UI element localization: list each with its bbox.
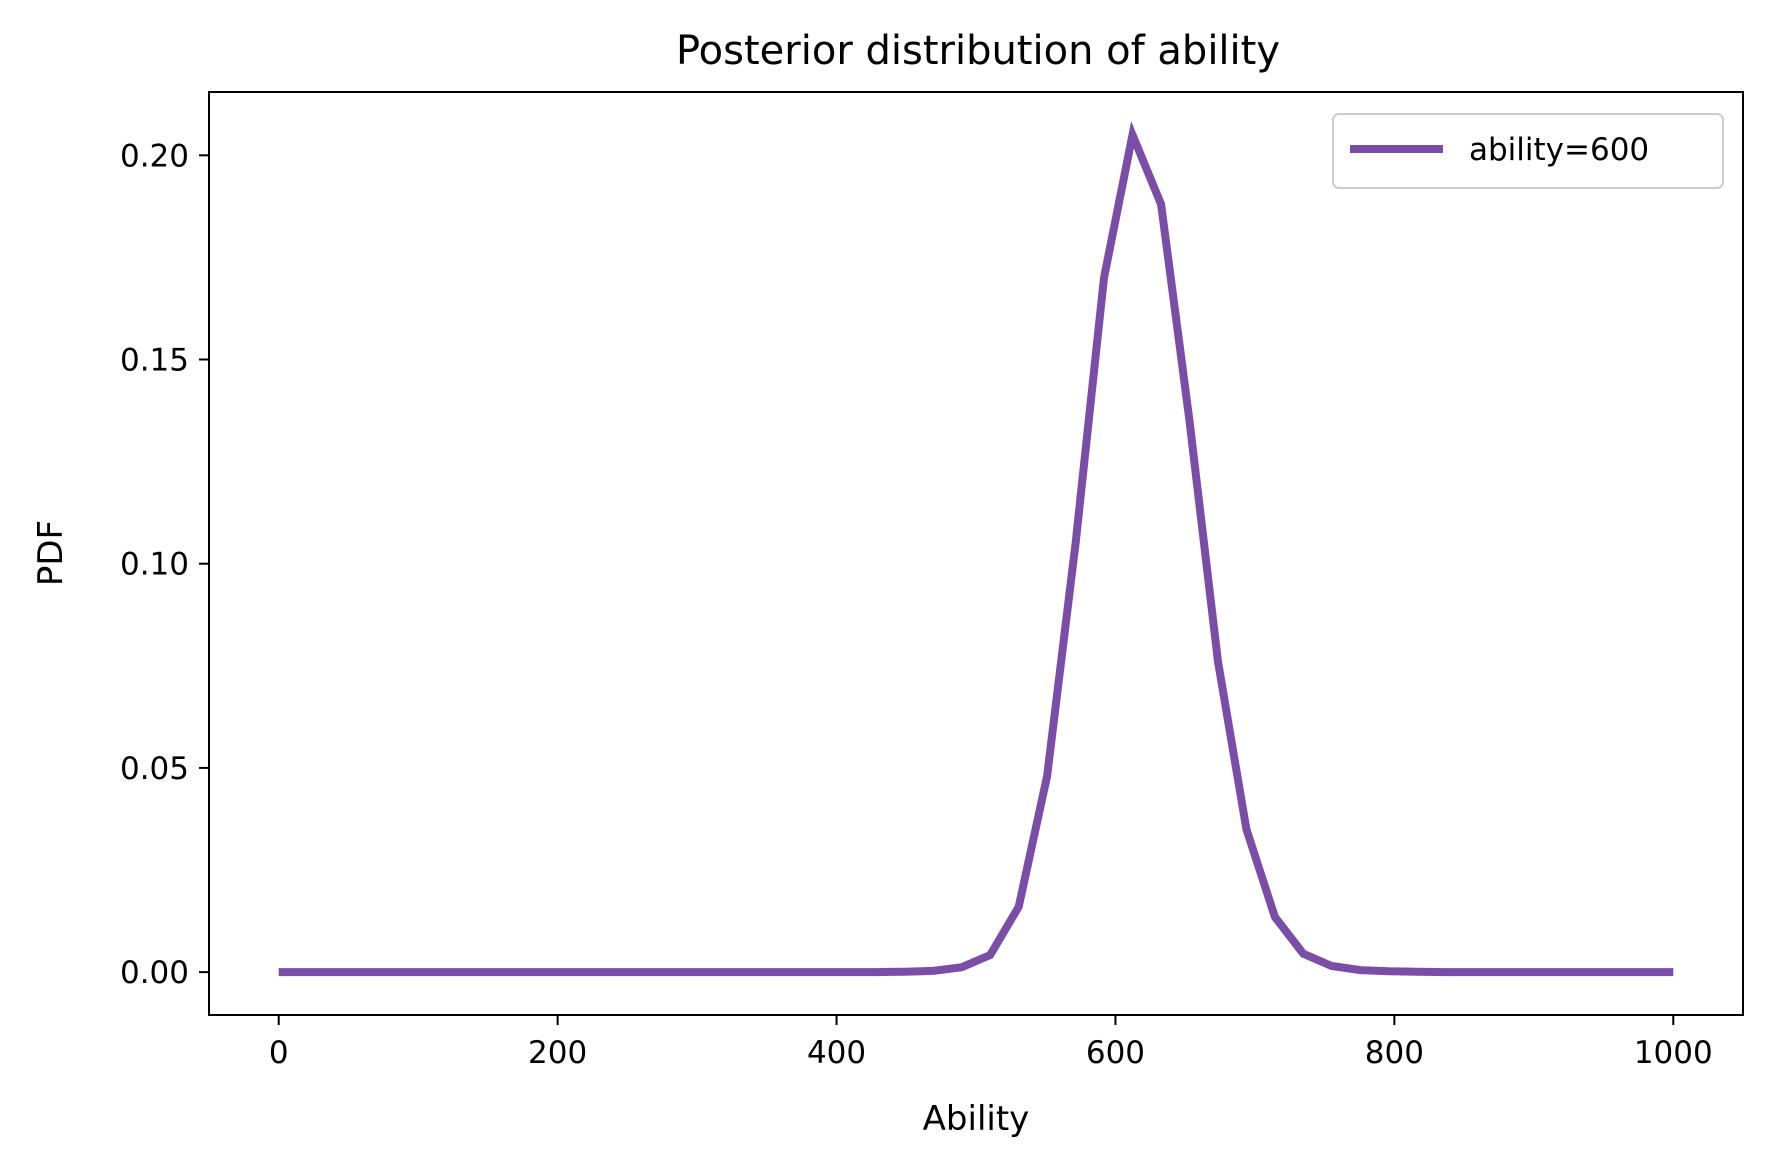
y-axis-label: PDF <box>31 520 71 586</box>
x-tick-label: 800 <box>1365 1035 1424 1071</box>
y-tick-label: 0.00 <box>120 955 189 991</box>
legend-label: ability=600 <box>1469 132 1649 168</box>
y-tick-label: 0.15 <box>120 343 189 379</box>
series-line <box>278 121 1674 977</box>
x-axis-label: Ability <box>923 1099 1030 1139</box>
x-tick-label: 200 <box>528 1035 587 1071</box>
x-tick-label: 0 <box>269 1035 289 1071</box>
y-tick-label: 0.10 <box>120 547 189 583</box>
y-tick-label: 0.20 <box>120 138 189 174</box>
x-tick-label: 400 <box>807 1035 866 1071</box>
series-layer <box>278 121 1674 977</box>
plot-area <box>208 91 1744 1016</box>
x-tick-label: 600 <box>1086 1035 1145 1071</box>
y-axis: 0.00 0.05 0.10 0.15 0.20 <box>120 138 209 991</box>
y-tick-label: 0.05 <box>120 751 189 787</box>
legend-box <box>1332 113 1724 189</box>
legend: ability=600 <box>1332 113 1724 189</box>
x-tick-label: 1000 <box>1634 1035 1713 1071</box>
x-axis: 0 200 400 600 800 1000 <box>269 1015 1713 1071</box>
plot-frame <box>208 91 1744 1016</box>
chart-title: Posterior distribution of ability <box>676 28 1280 74</box>
